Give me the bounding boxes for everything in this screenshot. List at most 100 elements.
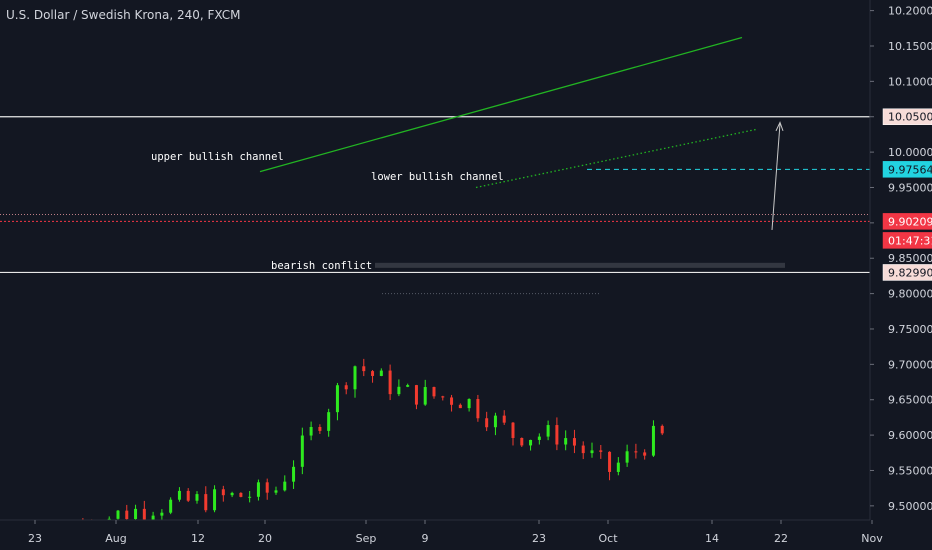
candle-body	[423, 387, 427, 405]
chart-title: U.S. Dollar / Swedish Krona, 240, FXCM	[6, 8, 241, 22]
candle-body	[441, 396, 445, 398]
candle-body	[634, 451, 638, 453]
candle-body	[353, 366, 357, 390]
candle-body	[362, 366, 366, 372]
candle-body	[651, 425, 655, 456]
candle-body	[239, 492, 243, 497]
candle-body	[450, 397, 454, 405]
price-label: 9.97564	[888, 163, 932, 176]
y-tick-label: 9.50000	[888, 500, 932, 513]
candle-body	[116, 510, 120, 519]
conflict-zone	[375, 262, 785, 268]
candle-body	[458, 404, 462, 409]
candle-body	[476, 399, 480, 419]
price-label: 01:47:31	[888, 234, 932, 247]
upper-channel-line	[259, 36, 743, 173]
candle-body	[529, 439, 533, 446]
candle-body	[309, 426, 313, 436]
x-tick-label: 23	[532, 532, 546, 545]
candle-body	[283, 481, 287, 491]
candle-body	[546, 425, 550, 437]
candle-body	[125, 510, 129, 520]
candle-body	[564, 438, 568, 445]
candle-body	[625, 451, 629, 463]
y-tick-label: 9.75000	[888, 323, 932, 336]
candle-body	[379, 370, 383, 376]
x-tick-label: 20	[258, 532, 272, 545]
candle-body	[432, 387, 436, 397]
y-tick-label: 9.85000	[888, 252, 932, 265]
candle-body	[256, 482, 260, 497]
candle-body	[388, 370, 392, 395]
candle-body	[335, 385, 339, 413]
y-tick-label: 10.15000	[888, 40, 932, 53]
y-tick-label: 10.10000	[888, 75, 932, 88]
candle-body	[485, 418, 489, 428]
candle-body	[555, 425, 559, 445]
candle-body	[572, 438, 576, 446]
candles	[81, 358, 664, 536]
candle-body	[204, 494, 208, 511]
y-tick-label: 9.95000	[888, 181, 932, 194]
candle-body	[467, 399, 471, 409]
y-tick-label: 9.80000	[888, 288, 932, 301]
x-tick-label: 14	[705, 532, 719, 545]
x-tick-label: Oct	[598, 532, 618, 545]
y-tick-label: 9.70000	[888, 358, 932, 371]
candle-body	[221, 489, 225, 496]
candle-body	[142, 508, 146, 520]
candle-body	[660, 425, 664, 434]
candle-body	[397, 386, 401, 395]
candle-body	[318, 426, 322, 431]
candle-body	[265, 482, 269, 493]
annotation-lower: lower bullish channel	[371, 171, 504, 183]
price-label-bg	[882, 213, 932, 230]
x-tick-label: Sep	[356, 532, 377, 545]
candle-body	[406, 385, 410, 387]
candle-body	[371, 371, 375, 376]
x-tick-label: 23	[28, 532, 42, 545]
candle-body	[493, 415, 497, 428]
y-tick-label: 9.65000	[888, 394, 932, 407]
candle-body	[327, 412, 331, 431]
y-tick-label: 9.60000	[888, 429, 932, 442]
candle-body	[300, 435, 304, 467]
y-tick-label: 9.55000	[888, 464, 932, 477]
projection-arrow	[771, 123, 781, 230]
candle-body	[643, 452, 647, 456]
x-tick-label: Aug	[105, 532, 126, 545]
x-tick-label: 12	[191, 532, 205, 545]
x-tick-label: 9	[422, 532, 429, 545]
x-tick-label: Nov	[861, 532, 883, 545]
y-tick-label: 10.00000	[888, 146, 932, 159]
candle-body	[151, 515, 155, 520]
arrow-head-icon	[775, 121, 784, 132]
y-tick-label: 10.20000	[888, 5, 932, 18]
candle-body	[248, 496, 252, 498]
price-label-bg	[882, 232, 932, 249]
candle-body	[177, 490, 181, 500]
candle-body	[186, 490, 190, 501]
price-label: 10.05000	[888, 111, 932, 124]
price-label: 9.90209	[888, 215, 932, 228]
time-axis	[0, 520, 870, 550]
candle-body	[292, 466, 296, 482]
candle-body	[608, 451, 612, 472]
candle-body	[213, 489, 217, 511]
candle-body	[502, 415, 506, 423]
price-label-bg	[882, 264, 932, 281]
candle-body	[160, 512, 164, 516]
annotation-conflict: bearish conflict	[271, 260, 372, 272]
candle-body	[195, 494, 199, 501]
price-label: 9.82990	[888, 266, 932, 279]
price-label-bg	[882, 161, 932, 178]
x-tick-label: 22	[774, 532, 788, 545]
candle-body	[581, 445, 585, 454]
candle-body	[169, 499, 173, 513]
candle-body	[511, 422, 515, 438]
candle-body	[344, 385, 348, 390]
candle-body	[520, 437, 524, 446]
candle-body	[274, 490, 278, 493]
annotation-upper: upper bullish channel	[151, 151, 284, 163]
